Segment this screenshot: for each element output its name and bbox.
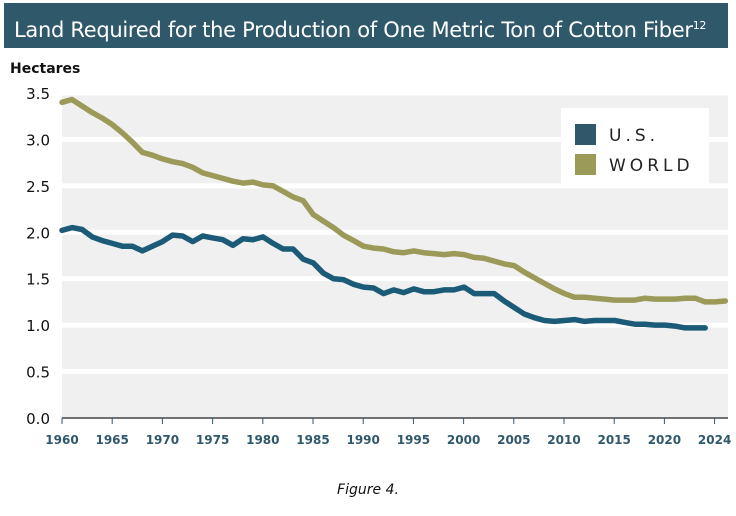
x-tick-label: 1980	[246, 433, 279, 447]
grid-band	[62, 188, 728, 230]
y-tick-label: 3.0	[26, 131, 50, 149]
y-tick-label: 2.0	[26, 224, 50, 242]
series-line-us	[59, 224, 708, 331]
x-tick-label: 2000	[447, 433, 480, 447]
y-tick-label: 1.5	[26, 271, 50, 289]
x-tick-label: 2020	[648, 433, 681, 447]
x-tick-label: 1990	[346, 433, 379, 447]
y-tick-label: 2.5	[26, 178, 50, 196]
x-tick-label: 1965	[95, 433, 128, 447]
figure-caption: Figure 4.	[337, 482, 399, 498]
legend-swatch	[575, 124, 596, 145]
x-tick-label: 2024	[698, 433, 731, 447]
x-tick-label: 1970	[146, 433, 179, 447]
y-tick-label: 1.0	[26, 317, 50, 335]
grid-band	[62, 234, 728, 277]
grid-band	[62, 374, 728, 418]
grid-band	[62, 327, 728, 370]
title-superscript: 12	[692, 19, 707, 32]
x-tick-label: 1985	[296, 433, 329, 447]
y-tick-label: 0.0	[26, 410, 50, 428]
x-tick-label: 2010	[547, 433, 580, 447]
legend-label: U.S.	[609, 126, 659, 146]
legend-swatch	[575, 154, 596, 175]
chart-title: Land Required for the Production of One …	[4, 3, 728, 48]
x-tick-label: 1975	[196, 433, 229, 447]
title-text: Land Required for the Production of One …	[14, 18, 693, 42]
x-tick-label: 2005	[497, 433, 530, 447]
x-tick-label: 1995	[397, 433, 430, 447]
legend-label: WORLD	[609, 156, 694, 176]
y-axis-label: Hectares	[10, 61, 81, 77]
x-tick-label: 2015	[597, 433, 630, 447]
series-line-world	[59, 96, 729, 305]
x-tick-label: 1960	[45, 433, 78, 447]
y-tick-label: 0.5	[26, 364, 50, 382]
y-tick-label: 3.5	[26, 85, 50, 103]
